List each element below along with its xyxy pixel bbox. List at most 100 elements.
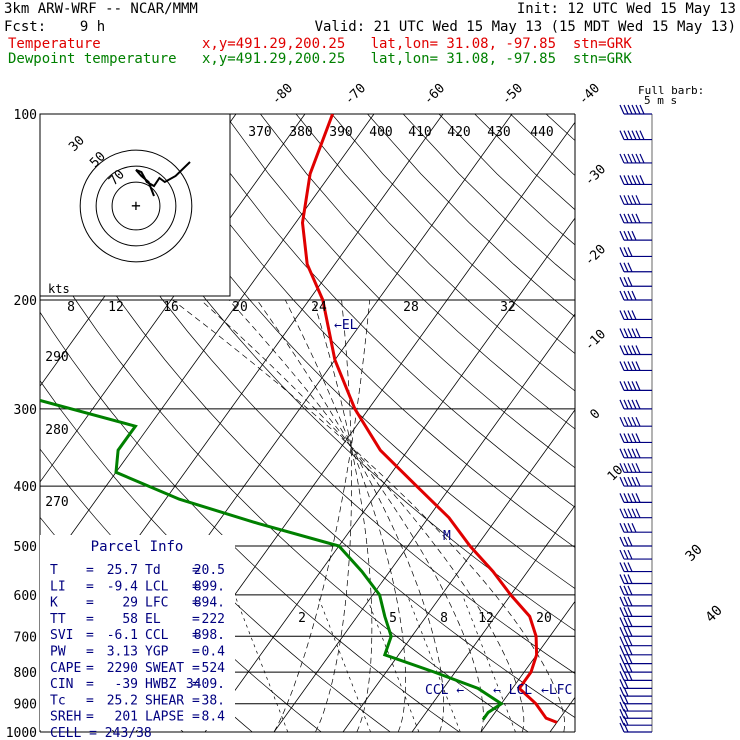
parcel-eq: =: [86, 612, 94, 627]
wind-barb: [619, 345, 652, 356]
parcel-label: TT: [50, 612, 66, 627]
theta-label: 280: [45, 423, 68, 438]
wind-barb: [619, 662, 652, 673]
dry-adiabat: [40, 172, 575, 718]
dry-adiabat: [367, 114, 575, 318]
parcel-title: Parcel Info: [91, 539, 184, 555]
isotherm-label: -80: [269, 81, 296, 108]
theta-e-label: 390: [329, 125, 352, 140]
parcel-eq: =: [192, 596, 200, 611]
wind-barb: [619, 310, 652, 321]
wind-barb: [619, 549, 652, 560]
hodograph-center: +: [131, 196, 141, 215]
parcel-eq: =: [192, 710, 200, 725]
wind-barb: [619, 708, 652, 719]
dry-adiabat: [188, 114, 575, 508]
dewpoint-legend: Dewpoint temperature: [8, 51, 177, 67]
pressure-label-1000: 1000: [6, 726, 37, 740]
barb-units: 5 m s: [644, 94, 677, 107]
parcel-label: SVI: [50, 628, 73, 643]
pressure-label-200: 200: [14, 294, 37, 309]
dewpoint-line: [40, 114, 505, 721]
wind-barb: [619, 230, 652, 241]
wind-barb: [619, 104, 652, 115]
isotherm-label: -60: [421, 81, 448, 108]
wind-barb: [619, 574, 652, 585]
wind-barb: [619, 416, 652, 427]
mixing-ratio-label: 8: [440, 611, 448, 626]
side-scale-label: 40: [703, 603, 726, 626]
parcel-label: SREH: [50, 710, 81, 725]
wind-barb: [619, 476, 652, 487]
wind-barb: [619, 448, 652, 459]
parcel-value: 29: [122, 596, 138, 611]
parcel-value: 58: [122, 612, 138, 627]
parcel-value: 222: [202, 612, 225, 627]
wind-barb: [619, 694, 652, 705]
wind-barb: [619, 463, 652, 473]
parcel-eq: =: [86, 710, 94, 725]
parcel-eq: =: [192, 677, 200, 692]
parcel-label: Tc: [50, 693, 66, 708]
wind-barb: [619, 262, 652, 273]
wind-barb: [619, 508, 652, 519]
parcel-label: EL: [145, 612, 161, 627]
parcel-value: 2290: [107, 661, 138, 676]
parcel-eq: =: [86, 563, 94, 578]
wind-barb: [619, 636, 652, 647]
isotherm-label: 0: [587, 406, 603, 422]
wind-barb: [619, 277, 652, 287]
dry-adiabat: [117, 114, 575, 589]
isotherm-label: -40: [576, 81, 603, 108]
wind-barb: [619, 361, 652, 372]
wind-barb: [619, 686, 652, 697]
hodograph-ring: [79, 149, 193, 263]
parcel-eq: =: [192, 628, 200, 643]
mixing-ratio-label: 12: [478, 611, 494, 626]
forecast-hour: Fcst: 9 h: [4, 19, 106, 35]
theta-label: 290: [45, 350, 68, 365]
wind-barb: [619, 654, 652, 665]
wind-barb: [619, 381, 652, 391]
parcel-label: T: [50, 563, 58, 578]
parcel-panel: [40, 535, 235, 730]
wind-barb: [619, 585, 652, 596]
isotherm: [411, 504, 575, 732]
dry-adiabat: [582, 114, 740, 732]
wind-barb: [619, 617, 652, 628]
parcel-value: 8.4: [202, 710, 226, 725]
wind-barb: [619, 153, 652, 164]
parcel-value: 25.7: [107, 563, 138, 578]
wind-barb: [619, 175, 652, 186]
parcel-value: -6.1: [107, 628, 138, 643]
parcel-value: 201: [115, 710, 138, 725]
wind-barb: [619, 195, 652, 205]
wind-barb: [619, 328, 652, 339]
lfc-annotation: ←LFC: [541, 683, 572, 698]
parcel-eq: =: [86, 645, 94, 660]
pressure-label-400: 400: [14, 480, 37, 495]
hodograph-speed-label: 8: [67, 300, 75, 315]
theta-e-label: 370: [248, 125, 271, 140]
parcel-eq: =: [192, 645, 200, 660]
hodograph-speed-label: 28: [403, 300, 419, 315]
dry-adiabat: [40, 242, 529, 732]
pressure-label-800: 800: [14, 666, 37, 681]
parcel-label: SWEAT: [145, 661, 184, 676]
parcel-value: 3409.: [186, 677, 225, 692]
lcl-annotation: ← LCL: [493, 683, 532, 698]
wind-barb: [619, 247, 652, 258]
parcel-eq: =: [192, 661, 200, 676]
hodograph-speed-label: 20: [232, 300, 248, 315]
moist-adiabat: [256, 299, 444, 732]
isotherm-label: -30: [582, 162, 609, 189]
parcel-eq: =: [192, 563, 200, 578]
theta-e-label: 430: [487, 125, 510, 140]
hodograph-panel: [39, 113, 231, 297]
wind-barb: [619, 433, 652, 444]
dry-adiabat: [260, 114, 575, 430]
pressure-label-600: 600: [14, 589, 37, 604]
theta-e-label: 440: [530, 125, 553, 140]
temperature-line: [300, 114, 558, 724]
